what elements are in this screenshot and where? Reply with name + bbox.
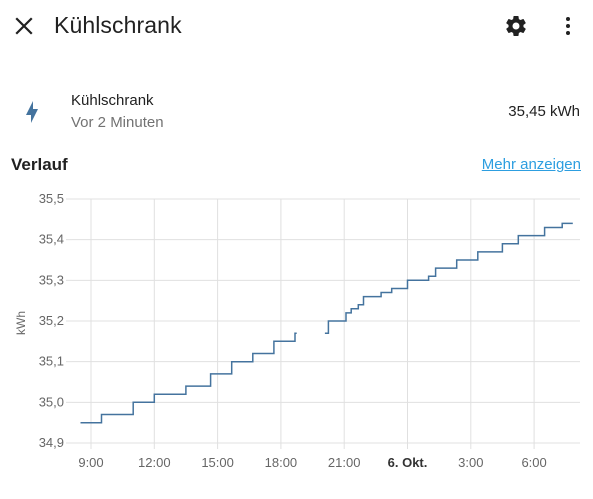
y-tick-label: 35,3 (39, 272, 64, 287)
x-tick-label: 6. Okt. (388, 455, 428, 470)
dialog-header: Kühlschrank (0, 0, 593, 52)
series-line-2 (324, 222, 573, 334)
x-tick-label: 15:00 (201, 455, 234, 470)
y-axis: 35,5 35,4 35,3 35,2 35,1 35,0 34,9 (39, 191, 64, 450)
more-info-link[interactable]: Mehr anzeigen (481, 156, 581, 173)
x-tick-label: 3:00 (458, 455, 483, 470)
gear-icon (506, 16, 526, 36)
close-button[interactable] (8, 10, 40, 42)
lightning-bolt-icon (26, 101, 38, 123)
entity-name: Kühlschrank (71, 92, 154, 109)
y-tick-label: 35,1 (39, 354, 64, 369)
chart-lines (80, 222, 573, 424)
entity-state: 35,45 kWh (508, 103, 580, 120)
y-tick-label: 35,2 (39, 313, 64, 328)
settings-button[interactable] (500, 10, 532, 42)
y-tick-label: 34,9 (39, 435, 64, 450)
x-tick-label: 9:00 (78, 455, 103, 470)
x-tick-label: 6:00 (521, 455, 546, 470)
y-tick-label: 35,0 (39, 394, 64, 409)
dialog-title: Kühlschrank (54, 12, 182, 38)
series-line-1 (80, 332, 297, 424)
more-options-button[interactable] (552, 10, 584, 42)
entity-last-changed: Vor 2 Minuten (71, 114, 164, 131)
x-tick-label: 12:00 (138, 455, 171, 470)
close-icon (15, 17, 33, 35)
y-tick-label: 35,5 (39, 191, 64, 206)
x-axis: 9:00 12:00 15:00 18:00 21:00 6. Okt. 3:00 6:00 (78, 455, 546, 470)
history-title: Verlauf (11, 155, 68, 174)
entity-row: Kühlschrank Vor 2 Minuten 35,45 kWh (0, 86, 593, 142)
y-tick-label: 35,4 (39, 232, 64, 247)
history-chart[interactable]: 35,5 35,4 35,3 35,2 35,1 35,0 34,9 9:00 12:00 15… (0, 185, 593, 485)
x-tick-label: 21:00 (328, 455, 361, 470)
x-tick-label: 18:00 (265, 455, 298, 470)
y-axis-label: kWh (14, 311, 28, 335)
dots-vertical-icon (566, 17, 570, 35)
chart-grid (66, 198, 580, 449)
